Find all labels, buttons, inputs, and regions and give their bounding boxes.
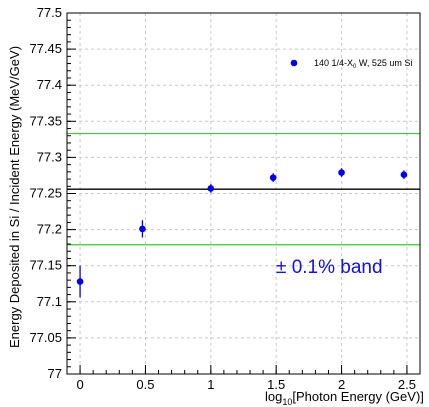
band-label: ± 0.1% band (276, 257, 383, 278)
band-lines (67, 132, 420, 246)
y-tick-label: 77.4 (37, 77, 62, 92)
legend-marker (290, 59, 298, 67)
x-axis-title: log10[Photon Energy (GeV)] (265, 389, 424, 407)
data-points (76, 168, 408, 298)
data-point (269, 174, 277, 181)
data-point (139, 225, 146, 233)
y-tick-label: 77.35 (29, 113, 62, 128)
x-tick-label: 2.5 (398, 377, 416, 392)
data-point (400, 171, 408, 179)
y-tick-label: 77.05 (29, 330, 62, 345)
x-tick-label: 2 (338, 377, 345, 392)
x-tick-label: 0 (76, 377, 83, 392)
y-tick-label: 77.45 (29, 41, 62, 56)
data-point (338, 169, 345, 176)
y-tick-label: 77.3 (37, 149, 62, 164)
data-point (76, 278, 84, 285)
x-tick-label: 1.5 (267, 377, 285, 392)
legend-label-subscript: 0 (353, 64, 357, 70)
data-point (207, 185, 215, 192)
legend: 140 1/4-X0 W, 525 um Si (290, 58, 412, 70)
y-tick-label: 77.25 (29, 186, 62, 201)
y-axis-title: Energy Deposited in Si / Incident Energy… (7, 46, 22, 348)
tick-labels: 77 77.05 77.1 77.15 77.2 77.25 77.3 77.35 77.4 77… (29, 5, 416, 392)
x-axis-title-subscript: 10 (282, 397, 292, 407)
x-tick-label: 1 (207, 377, 214, 392)
legend-label: 140 1/4-X0 W, 525 um Si (314, 58, 412, 70)
axis-ticks (66, 12, 421, 375)
y-tick-label: 77.2 (37, 222, 62, 237)
y-tick-label: 77.5 (37, 5, 62, 20)
y-tick-label: 77.1 (37, 294, 62, 309)
y-tick-label: 77.15 (29, 258, 62, 273)
y-tick-label: 77 (48, 366, 62, 381)
x-tick-label: 0.5 (136, 377, 154, 392)
